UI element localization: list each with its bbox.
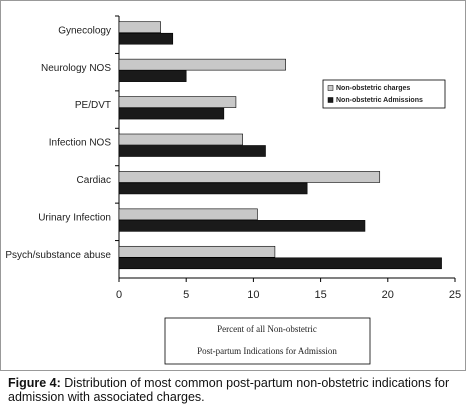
legend-label: Non-obstetric charges: [336, 85, 410, 92]
x-tick-label: 20: [382, 289, 394, 301]
x-axis-label: Percent of all Non-obstetric: [217, 324, 317, 334]
bar: [118, 220, 366, 232]
x-tick-label: 10: [247, 289, 259, 301]
x-tick-label: 15: [314, 289, 326, 301]
y-tick-label: Urinary Infection: [38, 212, 111, 223]
bar: [118, 145, 266, 157]
y-tick-label: PE/DVT: [75, 100, 111, 111]
caption-label: Figure 4:: [8, 376, 61, 390]
y-tick-label: Infection NOS: [49, 138, 112, 149]
chart: 0 5 10 15 20 25 Gynecology Neurology NOS PE/DVT I…: [0, 0, 466, 371]
caption: Figure 4: Distribution of most common po…: [8, 376, 463, 404]
y-tick-label: Gynecology: [58, 25, 111, 36]
legend-swatch: [327, 85, 334, 91]
x-axis-label: Post-partum Indications for Admission: [197, 346, 337, 356]
x-tick-label: 0: [116, 289, 122, 301]
legend-box: [322, 79, 446, 109]
bar: [118, 70, 187, 82]
bar: [118, 21, 161, 34]
bar: [118, 257, 442, 270]
y-tick-label: Neurology NOS: [41, 63, 111, 74]
bar: [118, 133, 243, 146]
x-tick-label: 5: [183, 289, 189, 301]
y-tick-label: Psych/substance abuse: [5, 250, 111, 261]
x-label-box: [164, 317, 371, 365]
bar: [118, 208, 258, 221]
bar: [118, 32, 174, 45]
caption-text: Distribution of most common post-partum …: [8, 376, 450, 404]
y-tick-label: Cardiac: [77, 175, 111, 186]
legend-label: Non-obstetric Admissions: [336, 97, 423, 104]
chart-border: [0, 0, 466, 371]
bar: [118, 245, 276, 258]
legend-swatch: [327, 97, 334, 103]
bar: [118, 182, 308, 195]
bar: [118, 107, 225, 120]
bar: [118, 171, 381, 183]
bar: [118, 58, 286, 71]
x-tick-label: 25: [449, 289, 461, 301]
bar: [118, 96, 237, 108]
